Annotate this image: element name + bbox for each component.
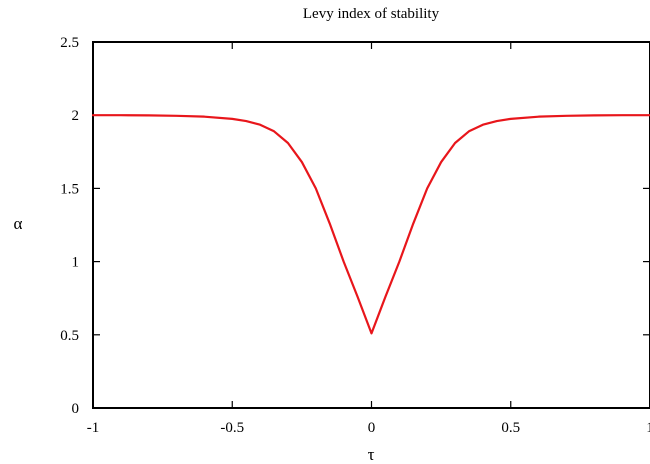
series-layer xyxy=(91,114,650,335)
y-tick-label: 2 xyxy=(72,108,80,124)
x-axis-ticks: -1 -0.5 0 0.5 1 xyxy=(87,42,650,436)
y-tick-label: 0 xyxy=(72,401,80,417)
x-tick-label: -0.5 xyxy=(220,420,244,436)
x-tick-label: 0 xyxy=(368,420,376,436)
y-tick-label: 2.5 xyxy=(60,35,79,51)
x-tick-label: 0.5 xyxy=(501,420,520,436)
y-axis-label: α xyxy=(14,214,23,233)
series-line-0 xyxy=(91,114,650,335)
x-tick-label: -1 xyxy=(87,420,100,436)
y-tick-label: 0.5 xyxy=(60,328,79,344)
x-tick-label: 1 xyxy=(646,420,650,436)
plot-border xyxy=(92,41,650,409)
chart-title: Levy index of stability xyxy=(303,6,440,22)
y-tick-label: 1 xyxy=(72,255,80,271)
y-tick-label: 1.5 xyxy=(60,181,79,197)
plot-frame xyxy=(92,41,650,409)
x-axis-label: τ xyxy=(368,445,375,464)
y-axis-ticks: 0 0.5 1 1.5 2 2.5 xyxy=(60,35,650,417)
